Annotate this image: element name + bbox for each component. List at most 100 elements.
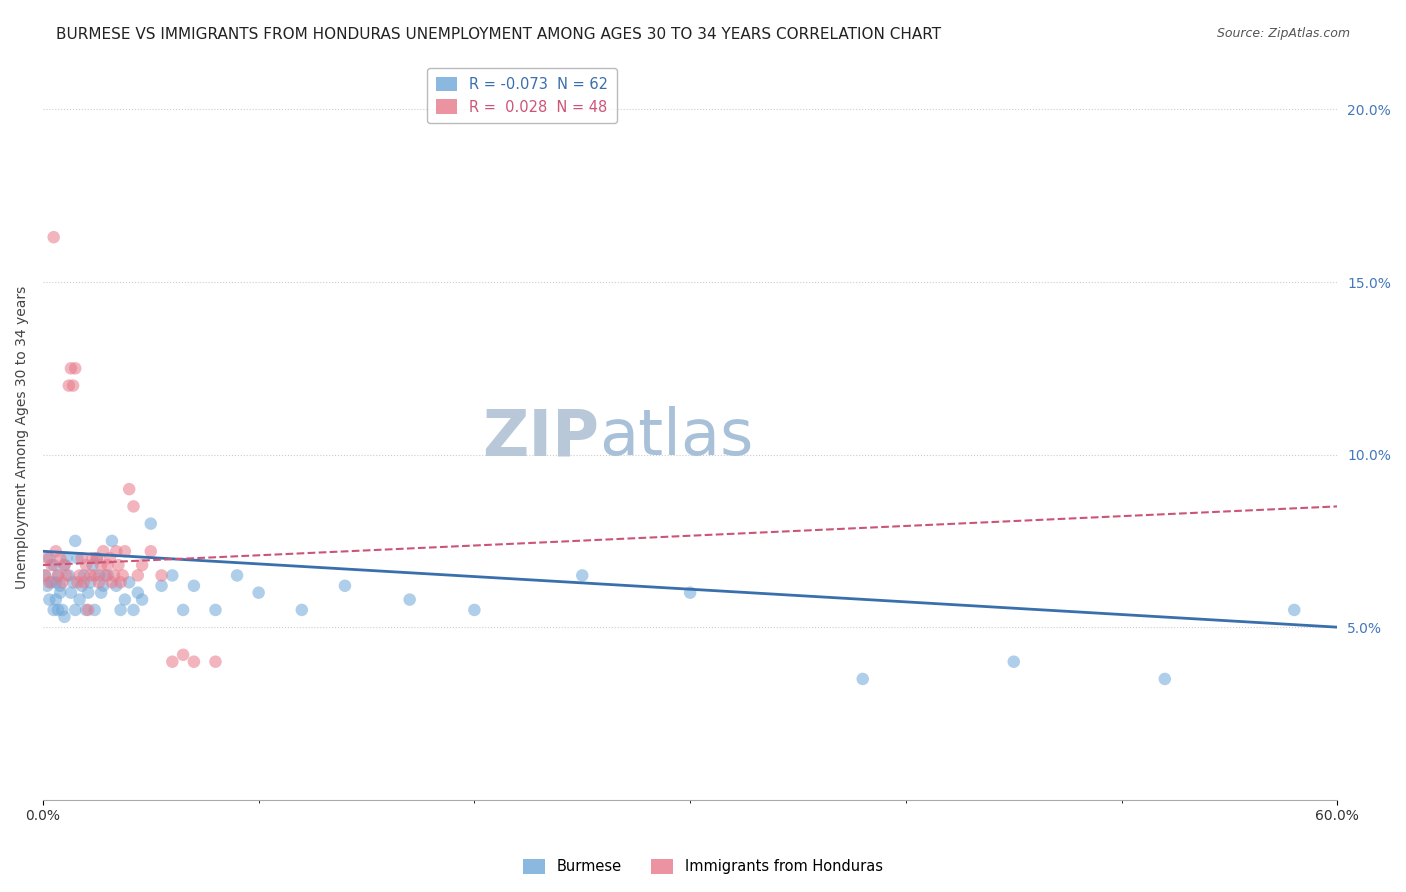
Point (91, 544, 114, 558)
Point (69, 592, 91, 607)
Point (38, 592, 60, 607)
Point (150, 568, 173, 582)
Point (37, 551, 59, 566)
Point (65, 603, 87, 617)
Point (55, 551, 77, 566)
Point (59, 361, 82, 376)
Point (37, 579, 59, 593)
Point (97, 568, 120, 582)
Point (46, 568, 69, 582)
Point (79, 568, 101, 582)
Point (183, 579, 205, 593)
Point (45, 592, 67, 607)
Point (463, 603, 485, 617)
Point (75, 558, 97, 572)
Legend: R = -0.073  N = 62, R =  0.028  N = 48: R = -0.073 N = 62, R = 0.028 N = 48 (427, 68, 617, 123)
Point (46, 603, 69, 617)
Point (53, 558, 76, 572)
Point (852, 672, 875, 686)
Point (34, 568, 56, 582)
Point (1002, 655, 1025, 669)
Point (38, 575, 60, 590)
Point (247, 585, 270, 599)
Point (41, 575, 63, 590)
Point (51, 575, 73, 590)
Point (127, 585, 149, 599)
Point (77, 603, 100, 617)
Point (679, 585, 702, 599)
Point (105, 544, 128, 558)
Point (42, 230, 65, 244)
Point (83, 603, 105, 617)
Point (49, 585, 72, 599)
Point (45, 544, 67, 558)
Point (65, 361, 87, 376)
Point (105, 579, 128, 593)
Point (122, 603, 145, 617)
Point (53, 558, 76, 572)
Point (66, 551, 89, 566)
Point (110, 575, 132, 590)
Point (79, 575, 101, 590)
Point (62, 575, 84, 590)
Point (58, 568, 80, 582)
Point (101, 575, 124, 590)
Point (226, 568, 249, 582)
Point (131, 592, 153, 607)
Point (162, 655, 184, 669)
Point (58, 378, 80, 392)
Point (65, 533, 87, 548)
Point (38, 551, 60, 566)
Point (571, 568, 593, 582)
Text: BURMESE VS IMMIGRANTS FROM HONDURAS UNEMPLOYMENT AMONG AGES 30 TO 34 YEARS CORRE: BURMESE VS IMMIGRANTS FROM HONDURAS UNEM… (56, 27, 942, 42)
Point (127, 568, 149, 582)
Point (111, 568, 134, 582)
Point (87, 575, 110, 590)
Point (118, 482, 141, 496)
Point (172, 603, 194, 617)
Point (49, 579, 72, 593)
Text: ZIP: ZIP (482, 407, 599, 468)
Point (131, 558, 153, 572)
Point (114, 544, 136, 558)
Point (204, 655, 226, 669)
Point (82, 551, 104, 566)
Point (70, 579, 93, 593)
Point (98, 551, 121, 566)
Point (90, 585, 112, 599)
Point (73, 568, 96, 582)
Point (34, 568, 56, 582)
Point (110, 603, 132, 617)
Point (94, 568, 117, 582)
Point (73, 575, 96, 590)
Point (90, 558, 112, 572)
Point (150, 579, 173, 593)
Point (183, 655, 205, 669)
Point (1284, 603, 1306, 617)
Point (62, 378, 84, 392)
Point (42, 603, 65, 617)
Point (41, 558, 63, 572)
Point (59, 585, 82, 599)
Point (70, 551, 93, 566)
Legend: Burmese, Immigrants from Honduras: Burmese, Immigrants from Honduras (517, 853, 889, 880)
Point (103, 568, 125, 582)
Point (139, 516, 162, 531)
Point (87, 568, 110, 582)
Point (204, 603, 226, 617)
Point (45, 575, 67, 590)
Point (75, 603, 97, 617)
Point (83, 568, 105, 582)
Point (66, 575, 89, 590)
Point (162, 568, 184, 582)
Point (114, 592, 136, 607)
Point (86, 551, 108, 566)
Point (398, 592, 420, 607)
Point (46, 568, 69, 582)
Point (49, 551, 72, 566)
Point (91, 579, 114, 593)
Text: Source: ZipAtlas.com: Source: ZipAtlas.com (1216, 27, 1350, 40)
Point (55, 568, 77, 582)
Point (51, 603, 73, 617)
Point (69, 568, 91, 582)
